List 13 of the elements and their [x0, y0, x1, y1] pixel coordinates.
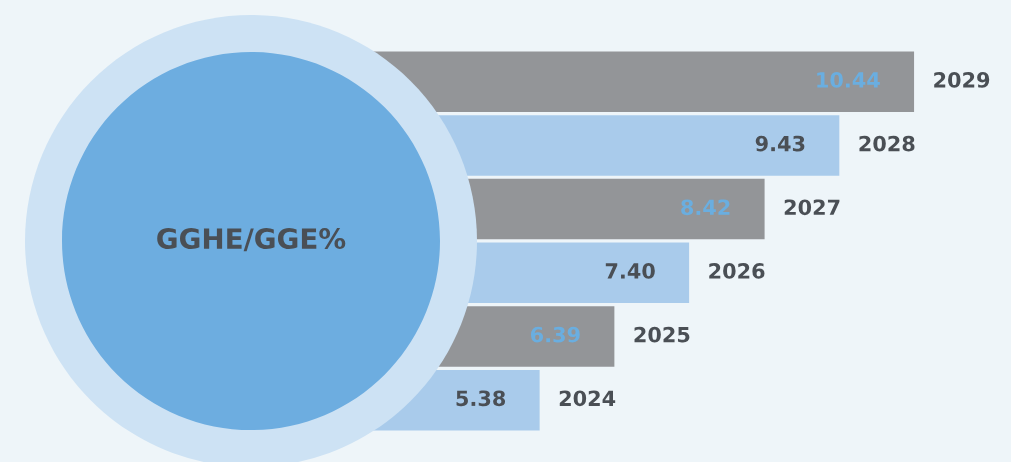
y-tick-label: 2027: [784, 199, 840, 216]
data-label: 10.44: [817, 72, 880, 88]
data-label: 6.39: [530, 326, 580, 343]
y-tick-label: 2025: [634, 326, 690, 343]
y-tick-label: 2029: [934, 72, 990, 88]
y-tick-label: 2026: [709, 263, 765, 279]
data-label: 7.40: [605, 263, 655, 279]
data-label: 9.43: [755, 135, 805, 152]
text: GGHE/GGE%: [157, 228, 346, 252]
data-label: 8.42: [681, 199, 730, 216]
y-tick-label: 2028: [859, 135, 915, 152]
y-tick-label: 2024: [559, 390, 616, 407]
data-label: 5.38: [456, 390, 506, 407]
